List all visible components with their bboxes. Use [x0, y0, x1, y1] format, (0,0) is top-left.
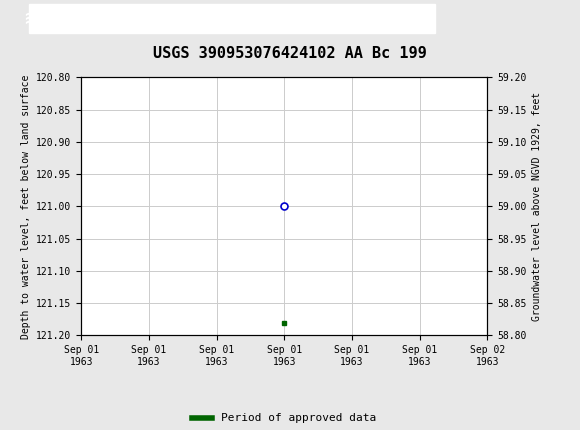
- FancyBboxPatch shape: [29, 3, 435, 33]
- Y-axis label: Depth to water level, feet below land surface: Depth to water level, feet below land su…: [21, 74, 31, 338]
- Y-axis label: Groundwater level above NGVD 1929, feet: Groundwater level above NGVD 1929, feet: [532, 92, 542, 321]
- Text: USGS 390953076424102 AA Bc 199: USGS 390953076424102 AA Bc 199: [153, 46, 427, 61]
- Text: ≋USGS: ≋USGS: [23, 9, 94, 27]
- Legend: Period of approved data: Period of approved data: [188, 409, 380, 428]
